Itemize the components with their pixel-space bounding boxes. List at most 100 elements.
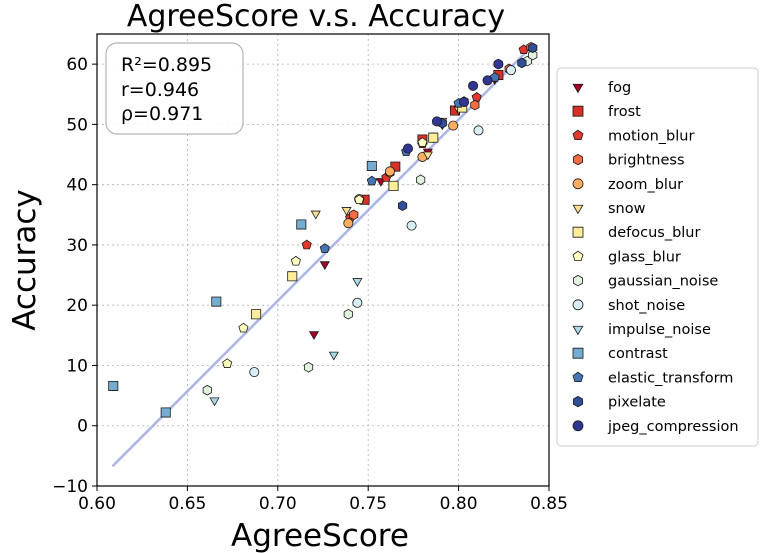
legend-marker-snow [572, 204, 584, 215]
point-jpeg-compression [468, 80, 479, 91]
point-shot-noise [352, 297, 363, 308]
y-tick-label: −10 [52, 477, 88, 497]
point-snow [422, 151, 433, 161]
legend-marker-pixelate [573, 395, 583, 408]
point-contrast [160, 407, 171, 418]
pearson-r-label: r=0.946 [121, 79, 199, 101]
point-contrast [366, 160, 377, 171]
point-pixelate [528, 42, 538, 54]
legend-label-defocus-blur: defocus_blur [608, 225, 700, 241]
point-defocus-blur [251, 309, 262, 320]
regression-line [111, 45, 533, 467]
legend-marker-glass-blur [572, 250, 584, 262]
chart-title: AgreeScore v.s. Accuracy [127, 0, 505, 34]
legend-label-zoom-blur: zoom_blur [608, 177, 683, 193]
legend-label-gaussian-noise: gaussian_noise [608, 274, 718, 290]
y-axis-title: Accuracy [7, 189, 43, 331]
axis-ticks: 0.60 0.65 0.70 0.75 0.80 0.85 −10 0 10 20 30 40 50 60 [52, 55, 568, 514]
point-jpeg-compression [459, 97, 470, 108]
legend-marker-elastic-transform [572, 371, 584, 383]
point-shot-noise [406, 220, 417, 231]
legend-label-glass-blur: glass_blur [608, 249, 681, 265]
legend-marker-zoom-blur [572, 178, 584, 190]
x-tick-label: 0.85 [530, 494, 568, 514]
point-pixelate [397, 200, 408, 212]
x-tick-label: 0.70 [259, 494, 297, 514]
x-tick-label: 0.65 [168, 494, 206, 514]
legend-label-elastic-transform: elastic_transform [608, 370, 733, 386]
point-elastic-transform [319, 243, 330, 253]
legend-marker-frost [572, 105, 584, 117]
data-points [108, 41, 538, 418]
legend-label-shot-noise: shot_noise [608, 298, 685, 314]
point-gaussian-noise [528, 49, 538, 61]
legend-label-pixelate: pixelate [608, 395, 666, 411]
point-glass-blur [222, 358, 233, 368]
legend-marker-impulse-noise [572, 325, 584, 336]
legend-marker-shot-noise [572, 299, 584, 311]
fit-line-layer [111, 45, 533, 467]
x-axis-title: AgreeScore [231, 518, 409, 553]
legend: fog frost motion_blur brightness zoom_blursn… [556, 67, 759, 447]
point-impulse-noise [209, 397, 220, 407]
point-zoom-blur [448, 120, 459, 131]
point-gaussian-noise [202, 384, 212, 396]
legend-label-frost: frost [608, 104, 641, 120]
r-squared-label: R²=0.895 [121, 54, 212, 76]
point-elastic-transform [489, 72, 500, 82]
legend-label-impulse-noise: impulse_noise [608, 322, 711, 338]
point-zoom-blur [384, 166, 395, 177]
point-snow [341, 207, 352, 216]
point-jpeg-compression [402, 143, 413, 154]
point-defocus-blur [287, 271, 298, 282]
point-zoom-blur [343, 218, 354, 229]
legend-marker-gaussian-noise [573, 274, 583, 287]
point-brightness [349, 209, 359, 221]
legend-label-jpeg-compression: jpeg_compression [607, 419, 739, 435]
point-glass-blur [290, 255, 301, 266]
x-tick-label: 0.75 [349, 494, 387, 514]
point-brightness [470, 99, 480, 111]
legend-marker-contrast [572, 347, 584, 359]
point-fog [319, 261, 330, 271]
point-contrast [211, 296, 222, 307]
point-glass-blur [238, 322, 249, 333]
point-impulse-noise [328, 351, 339, 361]
legend-label-fog: fog [608, 80, 631, 96]
point-contrast [108, 380, 119, 391]
point-shot-noise [249, 367, 260, 378]
legend-marker-jpeg-compression [572, 420, 584, 432]
legend-marker-brightness [573, 153, 583, 166]
legend-marker-fog [572, 83, 584, 94]
x-tick-label: 0.80 [440, 494, 478, 514]
legend-frame [556, 67, 759, 447]
point-shot-noise [473, 125, 484, 136]
legend-marker-motion-blur [572, 129, 584, 141]
point-defocus-blur [388, 180, 399, 191]
point-snow [310, 210, 321, 220]
point-motion-blur [301, 239, 312, 250]
point-gaussian-noise [303, 361, 314, 373]
legend-label-contrast: contrast [608, 346, 668, 362]
point-shot-noise [506, 65, 517, 76]
y-tick-label: 40 [66, 176, 88, 196]
stats-box: R²=0.895 r=0.946 ρ=0.971 [105, 42, 244, 135]
point-pixelate [517, 57, 527, 69]
point-impulse-noise [352, 278, 363, 287]
plot-frame [96, 33, 550, 487]
y-tick-label: 60 [66, 55, 88, 75]
point-jpeg-compression [431, 116, 442, 127]
point-gaussian-noise [416, 174, 426, 186]
y-tick-label: 10 [66, 356, 88, 376]
spearman-rho-label: ρ=0.971 [121, 103, 203, 125]
x-tick-label: 0.60 [78, 494, 116, 514]
legend-label-motion-blur: motion_blur [608, 128, 694, 144]
legend-label-snow: snow [608, 201, 646, 217]
legend-marker-defocus-blur [572, 226, 584, 238]
point-glass-blur [354, 194, 365, 205]
point-jpeg-compression [482, 75, 493, 86]
y-tick-label: 50 [66, 115, 88, 135]
y-tick-label: 20 [66, 296, 88, 316]
point-defocus-blur [428, 132, 439, 143]
